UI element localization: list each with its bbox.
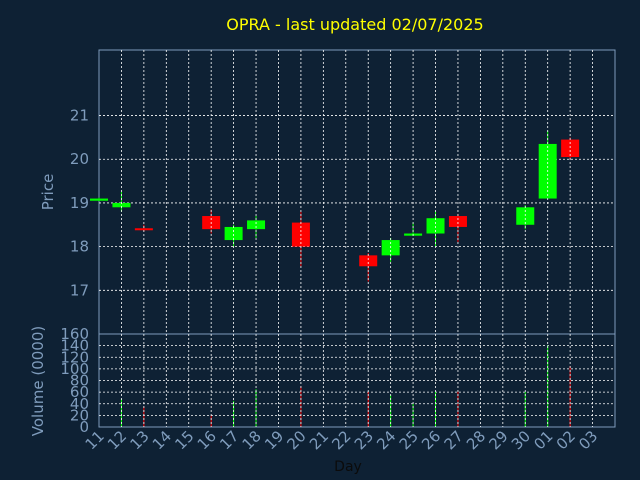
price-tick-labels: 17 18 19 20 21 xyxy=(70,107,89,300)
candle-body xyxy=(448,216,467,227)
volume-tick-label: 60 xyxy=(70,383,89,401)
price-axis-label: Price xyxy=(39,174,57,211)
x-axis-label: Day xyxy=(334,459,362,475)
candle-body xyxy=(247,220,266,230)
candle-body xyxy=(112,202,131,208)
day-gridlines xyxy=(121,50,593,427)
volume-tick-label: 160 xyxy=(60,325,89,343)
price-tick-label: 19 xyxy=(70,194,89,212)
volume-tick-label: 80 xyxy=(70,372,89,390)
price-plot-area xyxy=(98,49,616,335)
candle-body xyxy=(134,228,153,231)
volume-axis-label: Volume (0000) xyxy=(29,326,47,436)
price-tick-label: 21 xyxy=(70,107,89,125)
candle-body xyxy=(426,218,445,234)
volume-tick-label: 0 xyxy=(79,418,89,436)
chart-title: OPRA - last updated 02/07/2025 xyxy=(226,15,483,34)
volume-tick-label: 40 xyxy=(70,395,89,413)
price-gridlines xyxy=(99,115,615,291)
candle-body xyxy=(561,139,580,158)
price-tick-label: 20 xyxy=(70,150,89,168)
candle-body xyxy=(516,207,535,225)
volume-tick-label: 120 xyxy=(60,348,89,366)
candle-body xyxy=(90,198,108,201)
volume-tick-label: 100 xyxy=(60,360,89,378)
candlestick-series xyxy=(90,130,580,282)
day-tick-label: 03 xyxy=(575,427,601,453)
candle-body xyxy=(224,226,243,241)
volume-gridlines xyxy=(99,345,615,416)
price-tick-label: 17 xyxy=(70,281,89,299)
volume-tick-label: 140 xyxy=(60,337,89,355)
price-panel: 17 18 19 20 21 Price xyxy=(39,49,616,335)
volume-tick-label: 20 xyxy=(70,406,89,424)
day-tick-labels: 1112131415161718192021222324252627282930… xyxy=(82,427,602,453)
candle-body xyxy=(359,255,378,267)
price-tick-label: 18 xyxy=(70,238,89,256)
